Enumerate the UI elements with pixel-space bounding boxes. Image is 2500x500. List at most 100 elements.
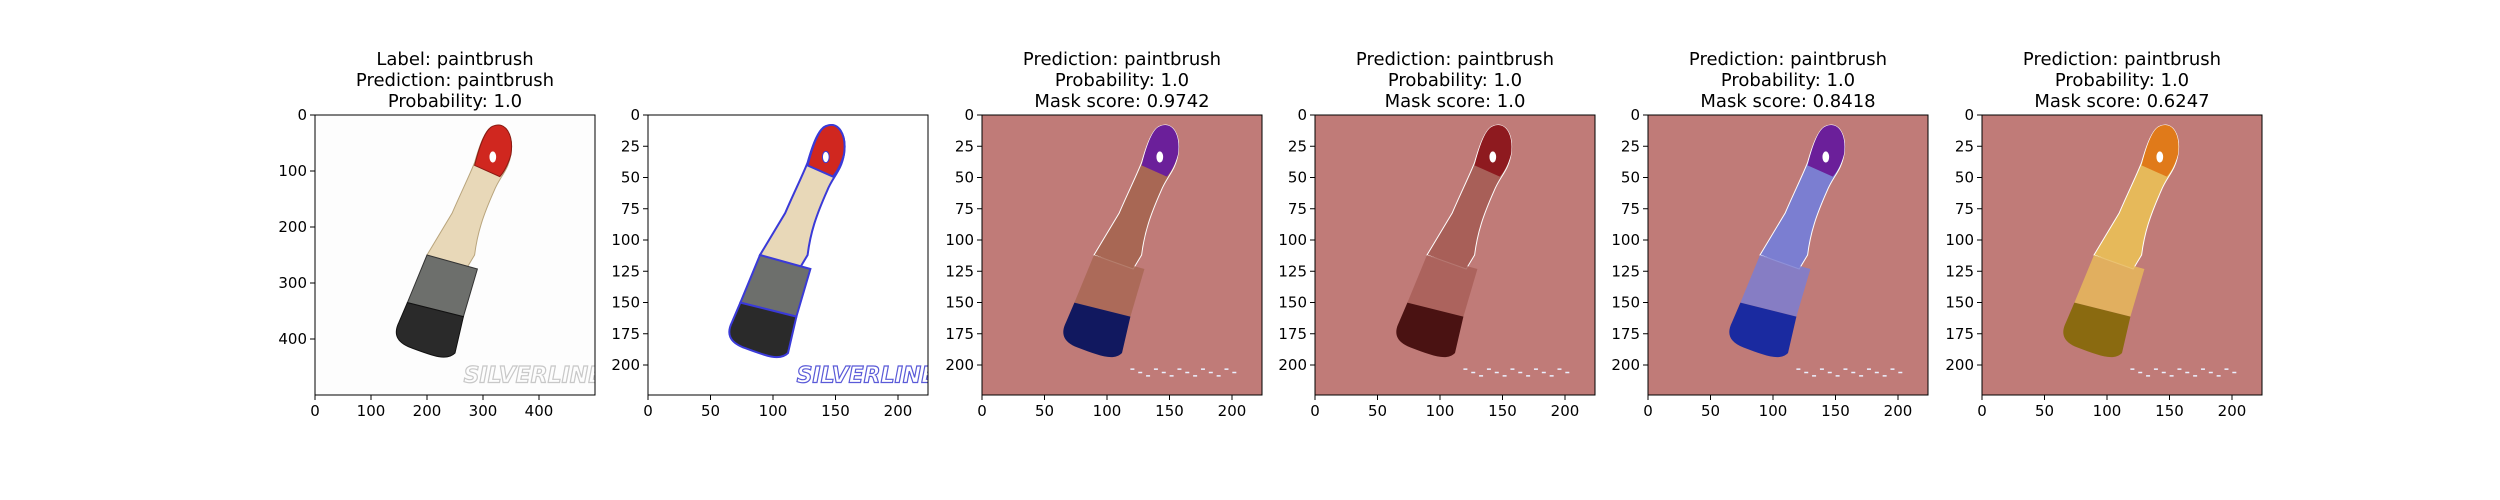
x-tick-label: 50 [1368,402,1387,420]
y-axis: 0 25 50 75 100 125 150 175 200 [1945,106,1982,374]
watermark-residue [1796,368,1903,377]
brush-bristles [1396,302,1464,358]
y-axis: 0 25 50 75 100 125 150 175 200 [945,106,982,374]
panel-image [1648,115,1928,395]
y-tick-label: 100 [1945,231,1974,249]
y-tick-label: 200 [1278,356,1307,374]
title-line: Mask score: 0.9742 [1034,91,1209,112]
x-axis: 0 50 100 150 200 [643,395,912,420]
y-tick-label: 125 [1945,262,1974,280]
title-line: Label: paintbrush [376,49,533,70]
watermark-residue [1463,368,1570,377]
watermark-residue [1130,368,1237,377]
axes-frame [647,114,929,396]
brush-ferrule [1407,255,1478,317]
brush-tip [1141,124,1179,177]
y-axis: 0 100 200 300 400 [278,106,315,348]
x-tick-label: 100 [1759,402,1788,420]
y-tick-label: 25 [1621,137,1640,155]
brush-tip [1474,124,1512,177]
y-tick-label: 0 [1630,106,1640,124]
y-tick-label: 200 [278,218,307,236]
brush-tip [2141,124,2179,177]
title-line: Probability: 1.0 [1388,70,1522,91]
x-tick-label: 100 [357,402,386,420]
axes-frame [314,114,596,396]
x-tick-label: 50 [2035,402,2054,420]
x-tick-label: 100 [2093,402,2122,420]
paintbrush-image [1396,124,1513,358]
x-tick-label: 0 [643,402,653,420]
x-tick-label: 200 [413,402,442,420]
y-tick-label: 200 [611,356,640,374]
y-axis: 0 25 50 75 100 125 150 175 200 [1278,106,1315,374]
brush-hole [2156,151,2164,163]
y-axis: 0 25 50 75 100 125 150 175 200 [611,106,648,374]
paintbrush-image [1729,124,1846,358]
y-tick-label: 100 [1278,231,1307,249]
y-tick-label: 75 [1288,200,1307,218]
y-tick-label: 0 [630,106,640,124]
y-tick-label: 25 [955,137,974,155]
y-tick-label: 75 [1621,200,1640,218]
x-tick-label: 0 [310,402,320,420]
x-axis: 0 50 100 150 200 [1977,395,2246,420]
title-line: Prediction: paintbrush [1356,49,1554,70]
y-tick-label: 175 [611,325,640,343]
x-axis: 0 100 200 300 400 [310,395,553,420]
y-tick-label: 50 [1955,169,1974,187]
x-tick-label: 50 [1701,402,1720,420]
x-axis: 0 50 100 150 200 [1643,395,1912,420]
y-tick-label: 50 [621,169,640,187]
brush-tip [474,124,513,178]
brush-bristles [2063,302,2131,358]
watermark-residue [2130,368,2237,377]
x-tick-label: 150 [1821,402,1850,420]
y-tick-label: 25 [1288,137,1307,155]
panel-2: SILVERLINE 0 50 100 150 200 0 25 50 75 100 125 150 17… [611,106,929,420]
brush-bristles [1729,302,1797,358]
brush-hole [821,150,830,164]
x-tick-label: 200 [1884,402,1913,420]
x-tick-label: 200 [2218,402,2247,420]
y-tick-label: 175 [1611,325,1640,343]
brush-hole [1822,151,1830,163]
y-tick-label: 100 [945,231,974,249]
y-tick-label: 75 [621,200,640,218]
title-line: Probability: 1.0 [388,91,522,112]
axes-frame [1314,114,1596,396]
title-line: Prediction: paintbrush [1023,49,1221,70]
x-tick-label: 150 [821,402,850,420]
x-tick-label: 100 [1093,402,1122,420]
axes-frame [981,114,1263,396]
x-tick-label: 150 [1155,402,1184,420]
title-line: Prediction: paintbrush [2023,49,2221,70]
paintbrush-image [395,124,513,358]
y-tick-label: 175 [945,325,974,343]
brush-bristles [395,302,464,358]
title-line: Mask score: 1.0 [1385,91,1526,112]
x-axis: 0 50 100 150 200 [1310,395,1579,420]
y-tick-label: 50 [1288,169,1307,187]
title-line: Prediction: paintbrush [356,70,554,91]
x-tick-label: 150 [1488,402,1517,420]
y-tick-label: 75 [955,200,974,218]
panel-image: SILVERLINE [648,115,928,395]
y-tick-label: 25 [1955,137,1974,155]
y-axis: 0 25 50 75 100 125 150 175 200 [1611,106,1648,374]
y-tick-label: 200 [1945,356,1974,374]
y-tick-label: 200 [1611,356,1640,374]
brush-tip [1807,124,1845,177]
title-line: Probability: 1.0 [1055,70,1189,91]
x-tick-label: 100 [759,402,788,420]
brush-hole [1156,151,1164,163]
y-tick-label: 150 [1611,294,1640,312]
y-tick-label: 175 [1278,325,1307,343]
watermark-logo: SILVERLINE [464,363,604,388]
y-tick-label: 25 [621,137,640,155]
